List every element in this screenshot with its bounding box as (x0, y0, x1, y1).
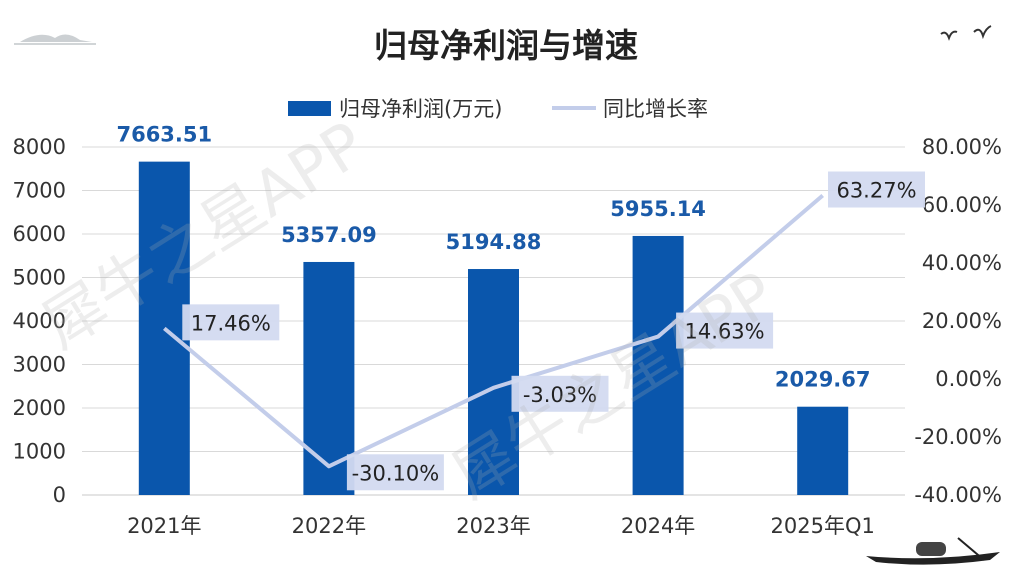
x-tick-label: 2021年 (127, 514, 201, 538)
y-right-tick-label: 60.00% (922, 193, 1002, 217)
line-data-label: -3.03% (523, 383, 597, 407)
birds-icon (940, 25, 992, 41)
y-axis-right: -40.00% -20.00% 0.00% 20.00% 40.00% 60.00% 80.… (914, 135, 1002, 507)
bar-data-label: 2029.67 (775, 368, 871, 392)
legend: 归母净利润(万元) 同比增长率 (288, 97, 708, 121)
line-data-label-box (511, 375, 609, 412)
y-left-tick-label: 8000 (13, 135, 66, 159)
bar-data-label: 5357.09 (281, 223, 377, 247)
bar-data-label: 5955.14 (610, 197, 706, 221)
x-tick-label: 2023年 (456, 514, 530, 538)
line-series: 17.46% -30.10% -3.03% 14.63% 63.27% (163, 171, 925, 491)
y-right-tick-label: -20.00% (914, 425, 1002, 449)
line-data-label-box (346, 454, 444, 491)
bar-series: 7663.51 5357.09 5194.88 5955.14 2029.67 (116, 123, 871, 495)
line-data-label: -30.10% (352, 461, 440, 485)
bar (303, 261, 355, 495)
x-tick-label: 2024年 (621, 514, 695, 538)
y-right-tick-label: -40.00% (914, 483, 1002, 507)
legend-swatch-bar (288, 101, 331, 116)
bar-data-label: 7663.51 (116, 123, 212, 147)
line-data-label-box (182, 304, 280, 341)
line-data-label: 14.63% (685, 320, 765, 344)
line-data-label: 17.46% (191, 311, 271, 335)
line-data-label-box (676, 312, 774, 349)
y-left-tick-label: 6000 (13, 222, 66, 246)
y-left-tick-label: 5000 (13, 266, 66, 290)
y-left-tick-label: 3000 (13, 353, 66, 377)
y-left-tick-label: 7000 (13, 179, 66, 203)
bar (632, 235, 684, 495)
bar-data-label: 5194.88 (446, 230, 542, 254)
y-left-tick-label: 2000 (13, 396, 66, 420)
chart-title: 归母净利润与增速 (374, 26, 638, 65)
x-tick-label: 2025年Q1 (771, 514, 875, 538)
legend-label-line: 同比增长率 (603, 97, 708, 121)
y-right-tick-label: 20.00% (922, 309, 1002, 333)
x-axis: 2021年 2022年 2023年 2024年 2025年Q1 (127, 514, 875, 538)
bar (797, 406, 849, 495)
y-left-tick-label: 4000 (13, 309, 66, 333)
mountain-ornament-icon (14, 34, 96, 45)
x-tick-label: 2022年 (292, 514, 366, 538)
bar (138, 161, 190, 495)
legend-label-bar: 归母净利润(万元) (339, 97, 502, 121)
line-data-label: 63.27% (836, 179, 916, 203)
line-path (163, 193, 825, 469)
boat-icon (866, 537, 1000, 565)
line-data-label-box (828, 171, 925, 208)
y-right-tick-label: 80.00% (922, 135, 1002, 159)
y-right-tick-label: 0.00% (935, 367, 1002, 391)
y-axis-left: 0 1000 2000 3000 4000 5000 6000 7000 8000 (13, 135, 66, 507)
y-left-tick-label: 0 (53, 483, 66, 507)
y-left-tick-label: 1000 (13, 440, 66, 464)
y-right-tick-label: 40.00% (922, 251, 1002, 275)
